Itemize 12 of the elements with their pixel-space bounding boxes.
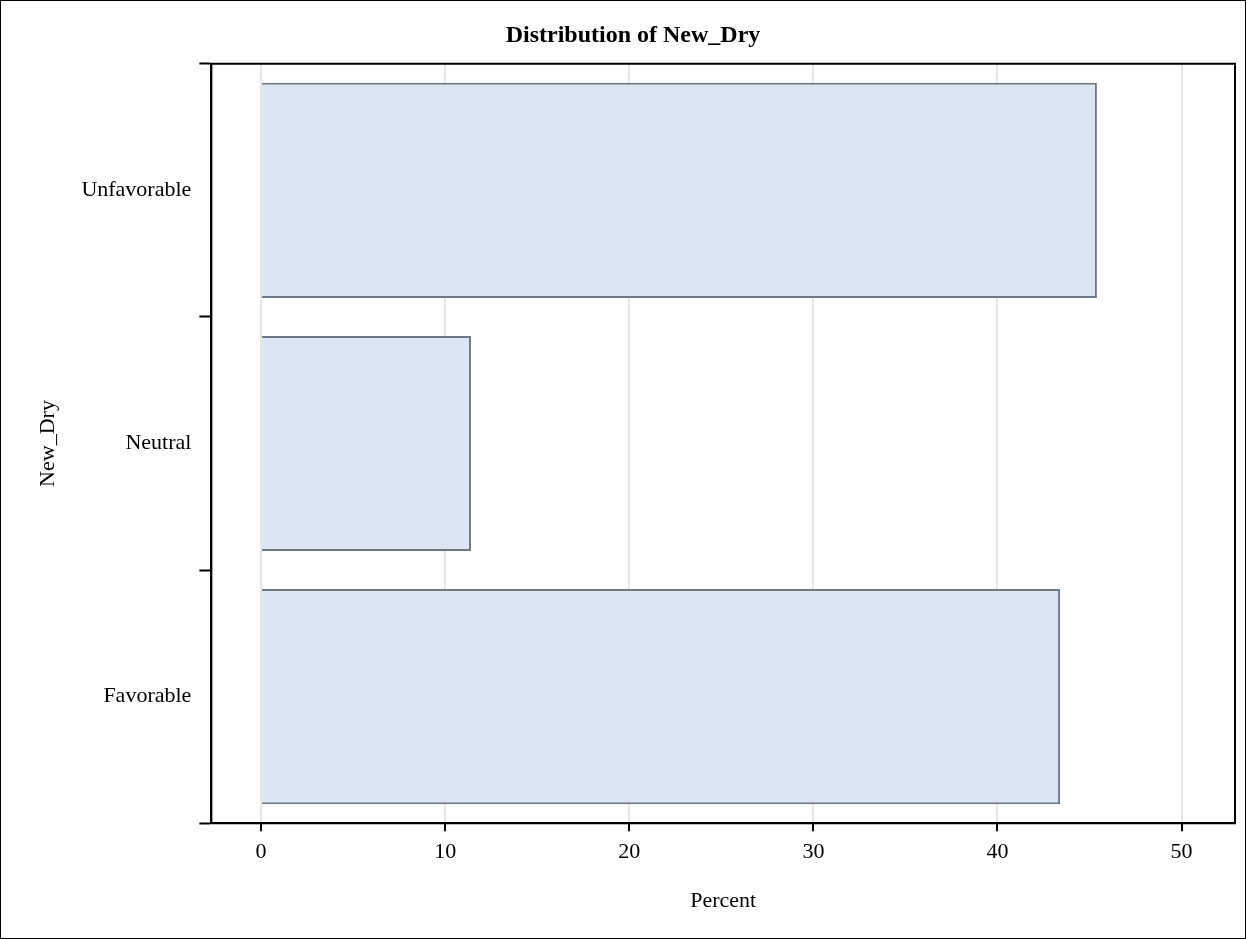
x-tick-label: 20 [618, 838, 641, 864]
x-axis-title: Percent [690, 886, 757, 912]
y-tick-label: Neutral [125, 429, 192, 455]
y-tick-label: Unfavorable [81, 176, 192, 202]
x-tick-label: 0 [255, 838, 267, 864]
chart-title: Distribution of New_Dry [505, 20, 761, 47]
x-tick-label: 10 [434, 838, 457, 864]
x-tick-label: 30 [802, 838, 825, 864]
x-tick-label: 40 [986, 838, 1009, 864]
x-tick-label: 50 [1170, 838, 1193, 864]
y-axis-title: New_Dry [33, 400, 59, 487]
y-tick-label: Favorable [103, 682, 192, 708]
